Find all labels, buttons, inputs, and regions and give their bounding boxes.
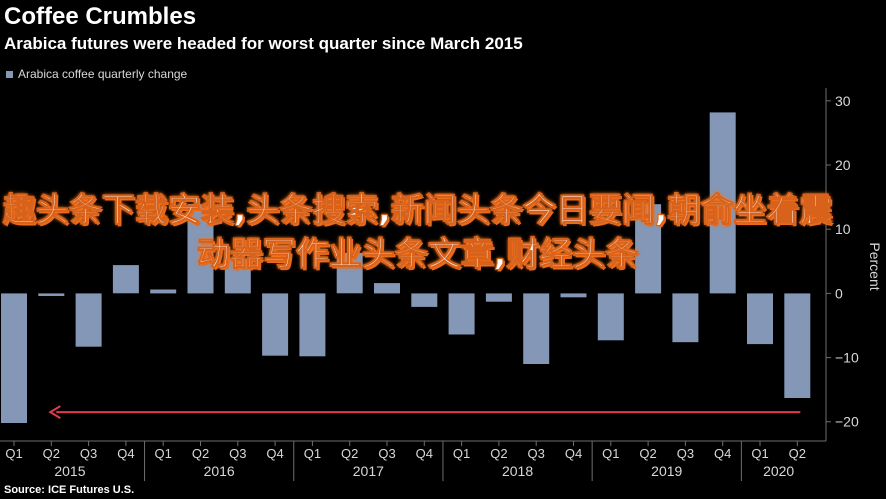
bar bbox=[448, 293, 475, 335]
y-tick-label: 20 bbox=[835, 157, 851, 173]
bar bbox=[709, 112, 736, 294]
y-tick-label: 0 bbox=[835, 285, 843, 301]
year-label: 2017 bbox=[353, 463, 384, 479]
watermark-overlay: 趣头条下载安装,头条搜索,新闻头条今日要闻,朝俞坐着震动器写作业头条文章,财经头… bbox=[2, 190, 833, 274]
x-tick-label: Q3 bbox=[378, 446, 395, 461]
x-tick-label: Q4 bbox=[565, 446, 582, 461]
year-label: 2018 bbox=[502, 463, 533, 479]
x-tick-label: Q2 bbox=[43, 446, 60, 461]
bar bbox=[374, 283, 400, 294]
x-tick-label: Q4 bbox=[117, 446, 134, 461]
y-tick-label: −20 bbox=[835, 414, 859, 430]
legend-label: Arabica coffee quarterly change bbox=[18, 67, 188, 81]
bar bbox=[112, 265, 139, 294]
bar bbox=[747, 293, 773, 345]
year-label: 2020 bbox=[763, 463, 794, 479]
year-label: 2019 bbox=[651, 463, 682, 479]
bar bbox=[336, 252, 363, 294]
bar bbox=[1, 293, 27, 423]
x-tick-label: Q4 bbox=[416, 446, 433, 461]
x-tick-label: Q3 bbox=[80, 446, 97, 461]
x-tick-label: Q3 bbox=[528, 446, 545, 461]
bar bbox=[38, 293, 65, 296]
x-tick-label: Q1 bbox=[155, 446, 172, 461]
y-tick-label: 30 bbox=[835, 93, 851, 109]
legend-swatch bbox=[6, 70, 13, 78]
bar bbox=[411, 293, 438, 307]
chart-subtitle: Arabica futures were headed for worst qu… bbox=[4, 34, 523, 53]
x-tick-label: Q2 bbox=[639, 446, 656, 461]
year-label: 2016 bbox=[204, 463, 235, 479]
x-tick-label: Q1 bbox=[304, 446, 321, 461]
y-tick-label: 10 bbox=[835, 221, 851, 237]
x-tick-label: Q2 bbox=[490, 446, 507, 461]
x-tick-label: Q1 bbox=[751, 446, 768, 461]
x-tick-label: Q1 bbox=[5, 446, 22, 461]
x-tick-label: Q2 bbox=[192, 446, 209, 461]
bar bbox=[150, 289, 177, 294]
x-tick-label: Q1 bbox=[453, 446, 470, 461]
bar bbox=[523, 293, 550, 364]
x-tick-label: Q1 bbox=[602, 446, 619, 461]
x-tick-label: Q3 bbox=[229, 446, 246, 461]
bar bbox=[485, 293, 512, 302]
x-tick-label: Q2 bbox=[789, 446, 806, 461]
bar bbox=[784, 293, 811, 398]
bar bbox=[672, 293, 699, 343]
bar bbox=[224, 258, 251, 294]
year-label: 2015 bbox=[54, 463, 85, 479]
x-tick-label: Q4 bbox=[266, 446, 283, 461]
x-tick-label: Q3 bbox=[677, 446, 694, 461]
y-tick-label: −10 bbox=[835, 350, 859, 366]
x-tick-label: Q4 bbox=[714, 446, 731, 461]
x-tick-label: Q2 bbox=[341, 446, 358, 461]
source-note: Source: ICE Futures U.S. bbox=[4, 484, 135, 496]
chart-legend: Arabica coffee quarterly change bbox=[6, 66, 187, 82]
bar bbox=[187, 204, 214, 294]
bar bbox=[635, 204, 662, 294]
y-axis-label: Percent bbox=[867, 242, 883, 290]
annotation-arrow-head bbox=[48, 405, 61, 419]
bar bbox=[299, 293, 326, 357]
chart-title: Coffee Crumbles bbox=[4, 3, 197, 30]
bar bbox=[597, 293, 624, 341]
bar bbox=[560, 293, 587, 298]
bar bbox=[75, 293, 102, 347]
bar bbox=[262, 293, 289, 356]
